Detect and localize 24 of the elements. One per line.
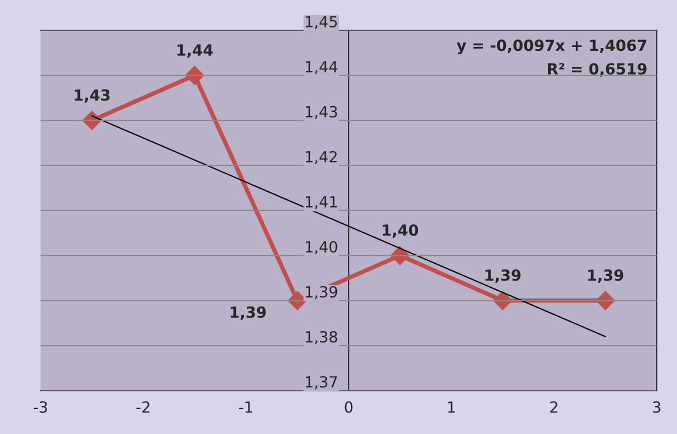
y-tick-label: 1,45 xyxy=(306,16,337,29)
y-tick-label: 1,43 xyxy=(306,106,338,120)
y-tick-label: 1,38 xyxy=(306,331,338,344)
x-tick-label: 2 xyxy=(550,401,558,413)
x-tick-label: -2 xyxy=(136,401,150,413)
y-tick-label: 1,41 xyxy=(306,196,337,210)
data-label: 1,40 xyxy=(382,224,418,238)
annotation: y = -0,0097x + 1,4067 xyxy=(456,40,646,54)
x-tick-label: 1 xyxy=(448,401,455,413)
annotation: R² = 0,6519 xyxy=(548,63,646,77)
x-tick-label: 0 xyxy=(344,401,352,413)
y-tick-label: 1,42 xyxy=(306,150,337,164)
y-tick-label: 1,40 xyxy=(306,241,338,254)
y-tick-label: 1,39 xyxy=(306,286,338,300)
data-label: 1,39 xyxy=(230,306,266,320)
x-tick-label: 3 xyxy=(652,401,660,413)
data-label: 1,39 xyxy=(588,269,624,283)
data-label: 1,39 xyxy=(486,269,521,283)
x-tick-label: -3 xyxy=(34,401,48,413)
x-tick-label: -1 xyxy=(239,401,252,413)
data-label: 1,43 xyxy=(74,89,110,103)
data-label: 1,44 xyxy=(178,44,213,58)
y-tick-label: 1,44 xyxy=(306,61,338,74)
y-tick-label: 1,37 xyxy=(306,376,337,390)
